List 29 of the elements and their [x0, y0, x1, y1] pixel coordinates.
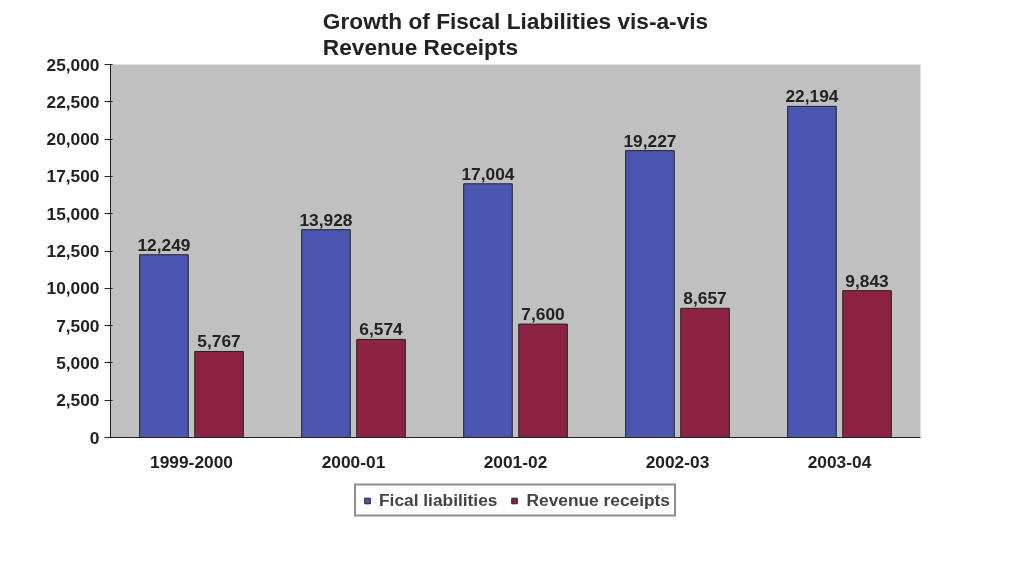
data-label: 17,004 [461, 163, 515, 184]
y-tick-label: 2,500 [56, 390, 100, 411]
x-tick-label: 2002-03 [645, 451, 710, 472]
y-tick-label: 25,000 [46, 54, 100, 75]
data-label: 19,227 [623, 130, 677, 151]
x-tick-label: 1999-2000 [150, 451, 233, 472]
data-label: 5,767 [197, 331, 241, 352]
y-tick-label: 17,500 [46, 166, 100, 187]
legend-label: Revenue receipts [526, 489, 670, 511]
y-tick-label: 10,000 [46, 278, 100, 299]
data-label: 13,928 [299, 209, 353, 230]
y-tick-label: 20,000 [46, 129, 100, 150]
y-tick-label: 0 [89, 427, 100, 448]
data-label: 12,249 [137, 234, 191, 255]
data-label: 6,574 [359, 319, 404, 340]
y-tick-label: 15,000 [46, 203, 100, 224]
y-tick-label: 12,500 [46, 241, 100, 261]
x-tick-label: 2000-01 [321, 451, 386, 472]
x-tick-label: 2003-04 [807, 451, 872, 472]
legend-label: Fical liabilities [379, 489, 498, 511]
y-tick-label: 7,500 [56, 315, 100, 336]
data-label: 9,843 [845, 270, 890, 291]
x-tick-label: 2001-02 [483, 451, 548, 472]
y-tick-label: 5,000 [56, 352, 100, 373]
data-label: 7,600 [521, 304, 565, 325]
data-label: 8,657 [683, 288, 727, 309]
data-label: 22,194 [785, 86, 839, 107]
chart-title: Growth of Fiscal Liabilities vis-a-vis Revenue Receipts [322, 7, 709, 60]
y-tick-label: 22,500 [46, 91, 100, 112]
